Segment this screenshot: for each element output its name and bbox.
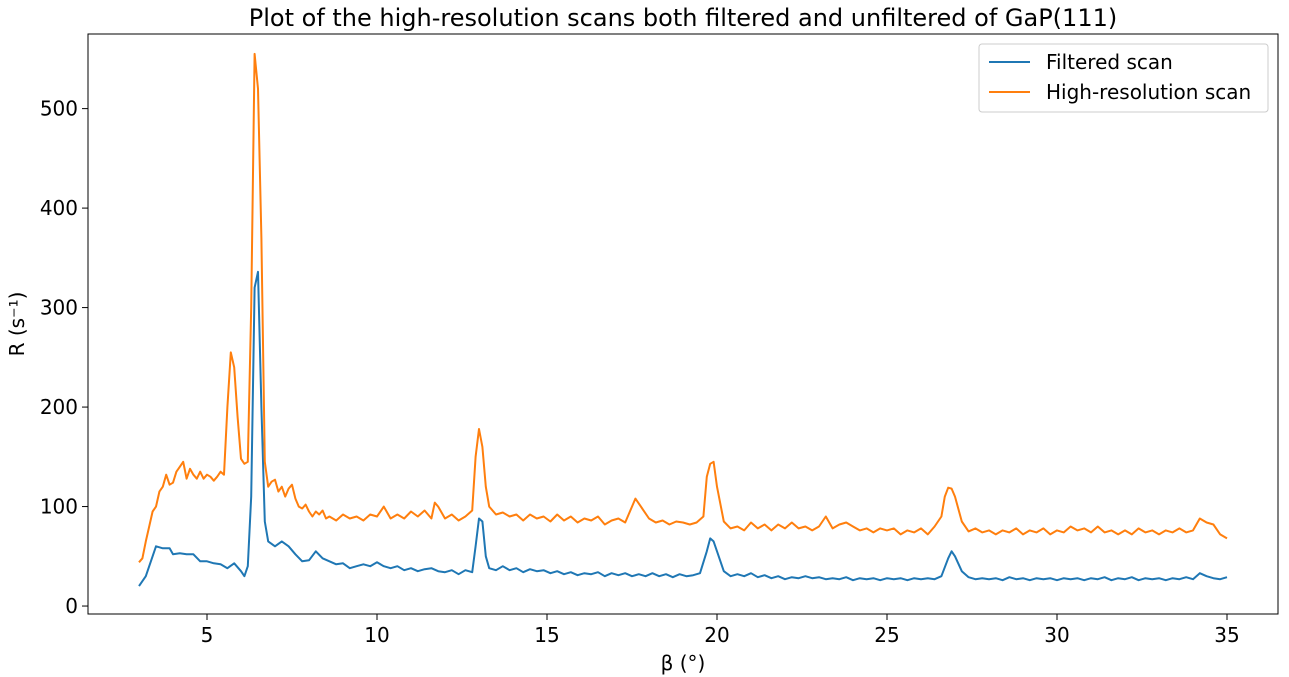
x-tick-label: 25 bbox=[874, 623, 899, 647]
series-lines bbox=[138, 52, 1228, 587]
chart-title: Plot of the high-resolution scans both f… bbox=[249, 4, 1117, 32]
y-tick-label: 400 bbox=[40, 196, 78, 220]
plot-area bbox=[87, 33, 1279, 615]
y-axis: 0 100 200 300 400 500 bbox=[40, 97, 88, 618]
x-tick-label: 5 bbox=[201, 623, 214, 647]
y-tick-label: 300 bbox=[40, 296, 78, 320]
series-line-filtered bbox=[138, 270, 1228, 587]
y-tick-label: 500 bbox=[40, 97, 78, 121]
x-axis-label: β (°) bbox=[661, 651, 706, 675]
y-axis-label: R (s⁻¹) bbox=[5, 292, 29, 357]
x-tick-label: 20 bbox=[704, 623, 729, 647]
x-axis: 5 10 15 20 25 30 35 bbox=[201, 614, 1240, 647]
x-tick-label: 30 bbox=[1044, 623, 1069, 647]
series-line-high-resolution bbox=[138, 52, 1228, 563]
legend: Filtered scan High-resolution scan bbox=[978, 43, 1269, 113]
y-tick-label: 0 bbox=[65, 594, 78, 618]
x-tick-label: 15 bbox=[534, 623, 559, 647]
legend-label-filtered: Filtered scan bbox=[1046, 50, 1173, 74]
y-tick-label: 100 bbox=[40, 495, 78, 519]
y-tick-label: 200 bbox=[40, 395, 78, 419]
x-tick-label: 10 bbox=[364, 623, 389, 647]
legend-box bbox=[978, 43, 1269, 113]
x-tick-label: 35 bbox=[1214, 623, 1239, 647]
legend-label-high-resolution: High-resolution scan bbox=[1046, 80, 1251, 104]
